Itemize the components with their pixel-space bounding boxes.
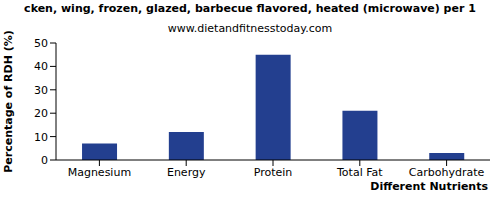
html-text:www.dietandfitnesstoday.com: www.dietandfitnesstoday.com	[167, 22, 333, 35]
svg-text:50: 50	[34, 37, 48, 50]
html-text:Different Nutrients: Different Nutrients	[370, 180, 488, 193]
svg-text:20: 20	[34, 107, 48, 120]
svg-text:10: 10	[34, 131, 48, 144]
svg-text:0: 0	[41, 154, 48, 167]
svg-text:30: 30	[34, 84, 48, 97]
svg-text:40: 40	[34, 60, 48, 73]
svg-text:Carbohydrate: Carbohydrate	[409, 166, 485, 179]
svg-text:Percentage of RDH (%): Percentage of RDH (%)	[8, 30, 15, 173]
svg-text:Energy: Energy	[167, 166, 206, 179]
svg-text:Protein: Protein	[254, 166, 293, 179]
html-text:cken, wing, frozen, glazed, ba: cken, wing, frozen, glazed, barbecue fla…	[24, 2, 476, 15]
svg-text:Magnesium: Magnesium	[68, 166, 131, 179]
svg-text:Total Fat: Total Fat	[336, 166, 383, 179]
